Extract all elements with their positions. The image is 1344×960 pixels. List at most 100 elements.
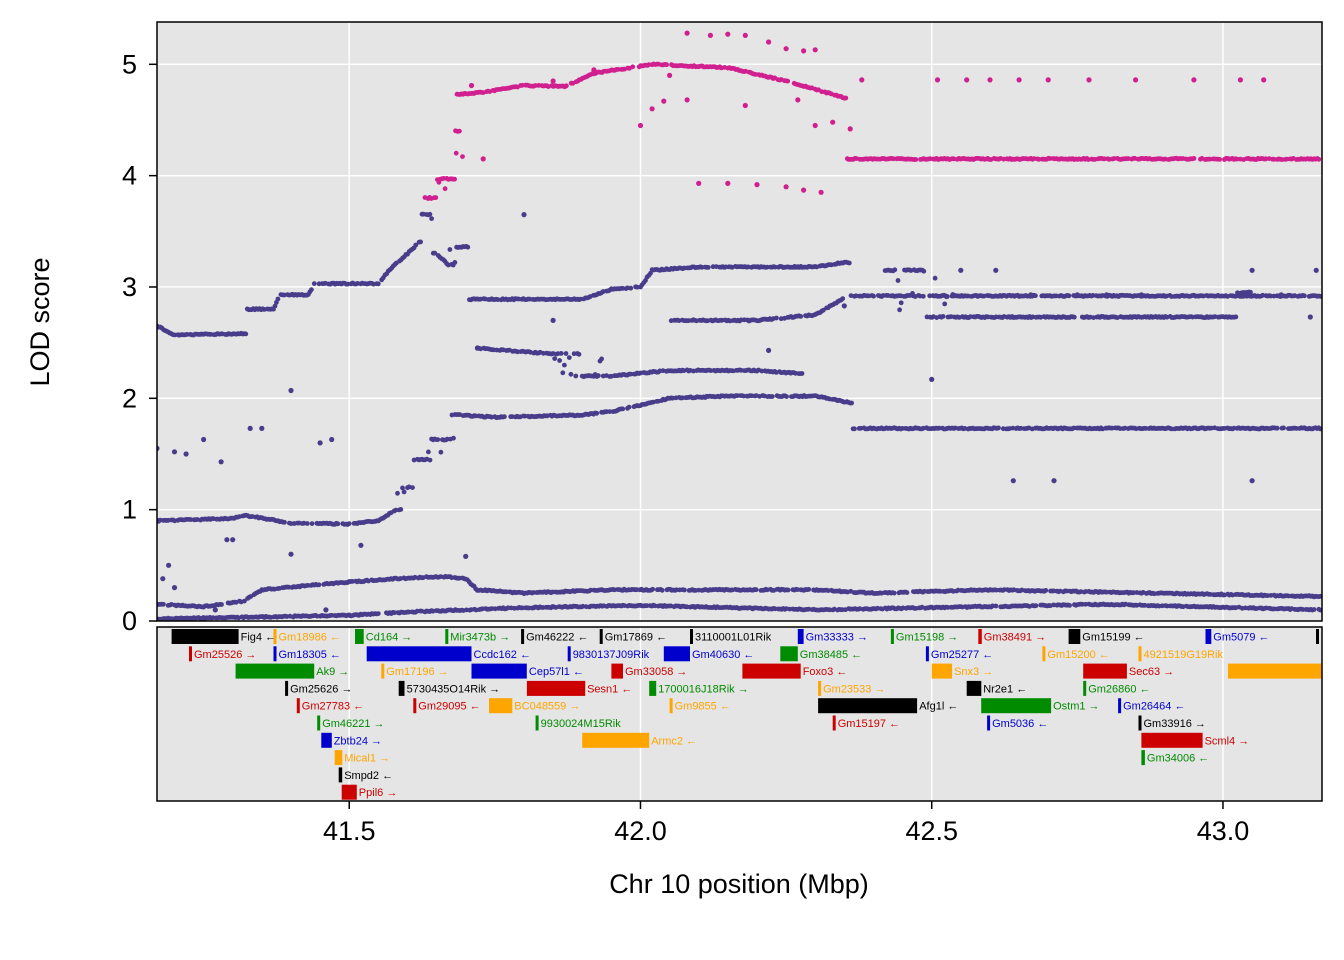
- gene-bar-gm15198: [890, 629, 894, 644]
- data-point: [766, 39, 772, 45]
- gene-bar-gm26860: [1083, 680, 1087, 696]
- data-point: [818, 189, 824, 195]
- data-point: [259, 425, 265, 431]
- data-point: [560, 370, 566, 376]
- gene-bar-nr2e1: [966, 680, 982, 696]
- data-point: [649, 106, 655, 112]
- gene-label-ostm1: Ostm1 →: [1053, 701, 1099, 713]
- gene-bar-4921519g19rik: [1138, 646, 1142, 662]
- gene-bar-gm25277: [925, 646, 929, 662]
- data-point: [1086, 77, 1092, 83]
- data-point: [783, 184, 789, 190]
- gene-label-gm25277: Gm25277 ←: [931, 649, 993, 661]
- gene-bar-foxo3: [742, 663, 801, 679]
- data-point: [400, 485, 405, 491]
- data-point: [218, 459, 224, 465]
- data-point: [1191, 77, 1197, 83]
- data-point: [934, 77, 941, 83]
- gene-label-3110001l01rik: 3110001L01Rik: [695, 632, 772, 644]
- data-point: [426, 449, 431, 455]
- data-point: [742, 32, 748, 39]
- gene-bar-gm15199: [1068, 629, 1081, 644]
- data-point: [457, 128, 462, 134]
- data-point: [840, 296, 846, 301]
- gene-bar-fig4: [171, 629, 239, 644]
- data-point: [684, 30, 690, 36]
- data-point: [460, 154, 465, 160]
- gene-panel-background: [157, 627, 1322, 801]
- gene-track-panel: Fig4 ← Gm18986 ← Cd164 → Mir3473b → Gm46222 …: [156, 626, 1323, 802]
- data-point: [987, 77, 993, 83]
- data-point: [1313, 267, 1319, 273]
- gene-bar-1700016j18rik: [649, 680, 657, 696]
- gene-label-gm9855: Gm9855 ←: [675, 701, 731, 713]
- gene-label-fig4: Fig4 ←: [241, 632, 276, 644]
- y-tick-label: 5: [122, 49, 137, 79]
- data-point: [628, 285, 634, 291]
- data-point: [1028, 292, 1034, 298]
- data-point: [847, 126, 853, 132]
- data-point: [465, 244, 471, 250]
- data-point: [801, 187, 807, 193]
- data-point: [573, 373, 579, 379]
- gene-bar-gm17196: [381, 663, 385, 679]
- data-point: [309, 521, 315, 526]
- data-point: [769, 394, 775, 399]
- data-point: [943, 294, 949, 300]
- gene-panel-border: [156, 626, 1323, 802]
- data-point: [568, 371, 574, 377]
- gene-label-gm46222: Gm46222 ←: [526, 632, 588, 644]
- gene-label-sec63: Sec63 →: [1129, 666, 1174, 678]
- data-point: [921, 268, 927, 274]
- data-point: [452, 260, 458, 265]
- data-point: [468, 82, 475, 89]
- data-point: [637, 122, 644, 129]
- data-point: [1033, 293, 1038, 299]
- gene-bar-ostm1: [981, 698, 1052, 714]
- data-point: [474, 345, 480, 351]
- gene-bar-gm38491: [978, 629, 982, 644]
- x-tick-label: 43.0: [1197, 816, 1250, 846]
- gene-label-bc048559: BC048559 →: [514, 701, 580, 713]
- gene-bar-gm46222: [521, 629, 525, 644]
- data-point: [435, 437, 441, 442]
- data-point: [410, 485, 415, 490]
- data-point: [438, 449, 444, 455]
- data-point: [940, 314, 946, 319]
- data-point: [783, 46, 789, 52]
- gene-bar-gm5036: [987, 715, 991, 731]
- gene-bar-afg1l: [818, 698, 918, 714]
- data-point: [1261, 77, 1267, 83]
- gene-bar-gm40630: [663, 646, 690, 662]
- data-point: [950, 292, 956, 297]
- data-point: [958, 267, 964, 273]
- gene-bar-sec63: [1083, 663, 1127, 679]
- data-point: [304, 521, 310, 526]
- gene-label-gm5079: Gm5079 ←: [1213, 632, 1269, 644]
- data-point: [183, 451, 189, 457]
- data-point: [212, 607, 218, 613]
- data-point: [282, 519, 287, 525]
- data-point: [1249, 478, 1255, 484]
- data-point: [1010, 478, 1016, 484]
- data-point: [798, 314, 804, 319]
- data-point: [564, 83, 569, 89]
- data-point: [550, 78, 556, 84]
- gene-bar-gm23533: [818, 680, 822, 696]
- data-point: [452, 176, 457, 182]
- data-point: [812, 122, 818, 129]
- gene-label-mical1: Mical1 →: [344, 753, 390, 765]
- data-point: [725, 180, 731, 186]
- gene-label-scml4: Scml4 →: [1205, 735, 1250, 747]
- data-point: [1307, 314, 1313, 320]
- gene-bar-gm25626: [285, 680, 289, 696]
- data-point: [774, 315, 779, 321]
- gene-label-gm15197: Gm15197 ←: [838, 718, 900, 730]
- gene-bar-cep57l1: [471, 663, 527, 679]
- data-point: [171, 449, 178, 455]
- data-point: [892, 267, 898, 273]
- data-point: [920, 293, 926, 299]
- gene-label-gm40630: Gm40630 ←: [692, 649, 754, 661]
- data-point: [849, 400, 854, 406]
